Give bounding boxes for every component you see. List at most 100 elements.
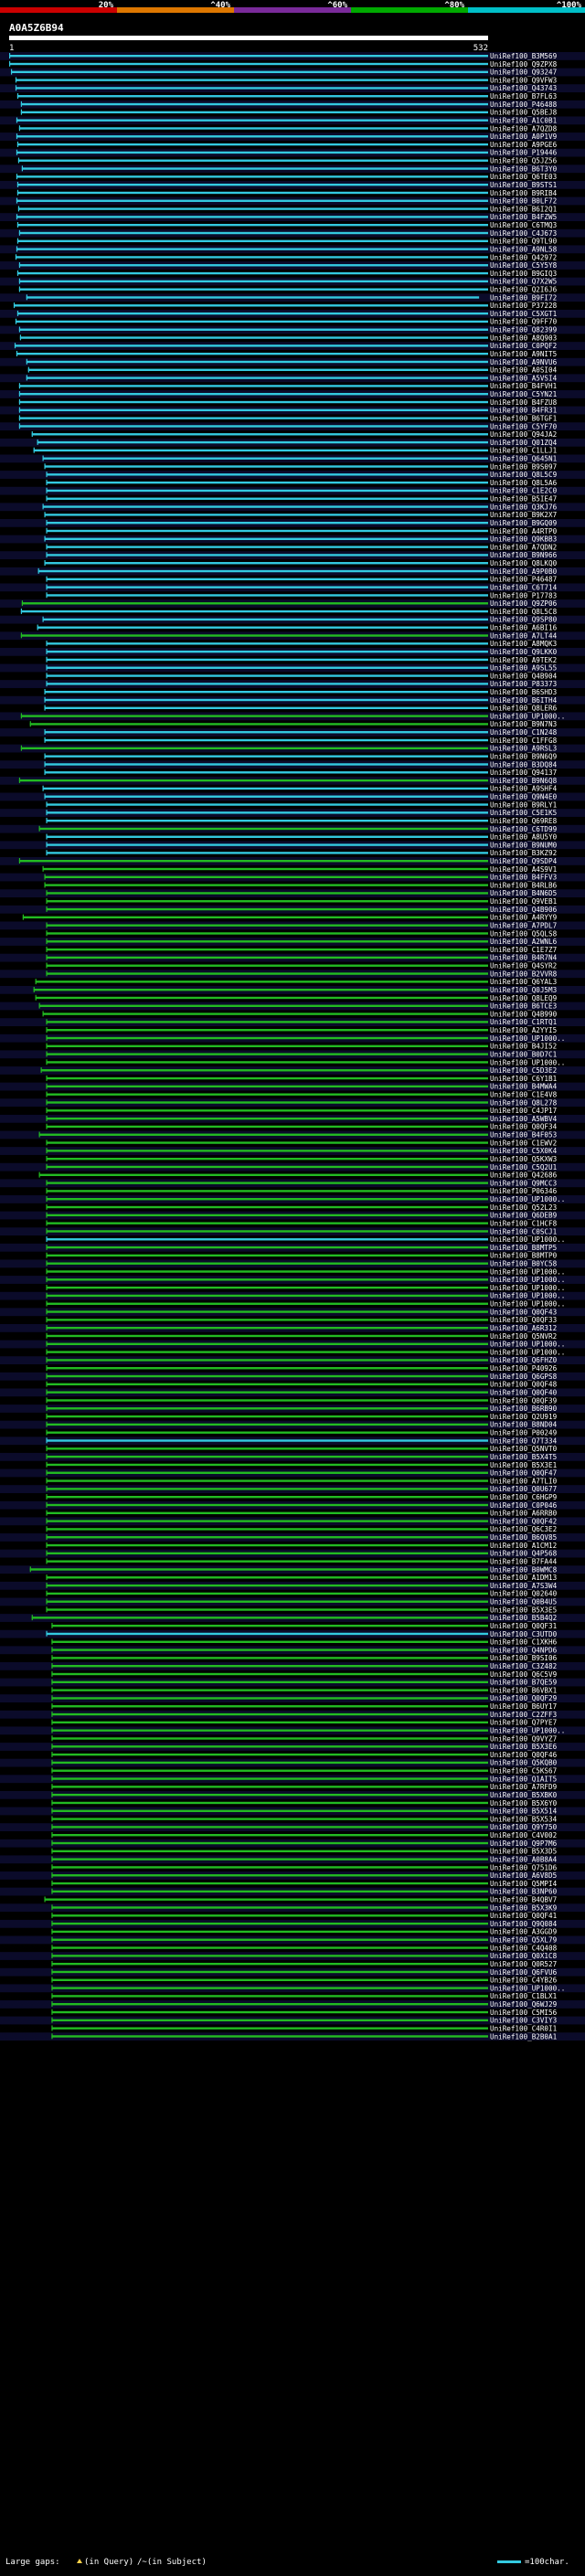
hit-label: UniRef100_C0P046 xyxy=(490,1501,558,1510)
hit-bar xyxy=(35,996,488,1000)
hit-label: UniRef100_B4FFV3 xyxy=(490,874,557,882)
hit-start-tick xyxy=(46,1469,48,1476)
hit-label: UniRef100_Q9SDP4 xyxy=(490,857,558,865)
hit-bar xyxy=(51,1962,489,1966)
hit-label: UniRef100_Q94JA2 xyxy=(490,430,557,439)
hit-bar xyxy=(46,1190,489,1193)
hit-start-tick xyxy=(46,1027,48,1034)
hit-start-tick xyxy=(46,576,48,582)
hit-start-tick xyxy=(46,1501,48,1508)
hit-label: UniRef100_A6V8D5 xyxy=(490,1871,557,1880)
hit-bar xyxy=(42,505,489,508)
hit-bar xyxy=(46,1205,489,1209)
hit-start-tick xyxy=(40,1067,42,1074)
hit-label: UniRef100_A9P0B0 xyxy=(490,567,558,576)
hit-bar xyxy=(18,280,489,283)
hit-label: UniRef100_C1BLX1 xyxy=(490,1992,558,2000)
hit-label: UniRef100_UP1000.. xyxy=(490,1276,565,1284)
hit-bar xyxy=(14,345,489,347)
hit-bar xyxy=(51,1680,489,1684)
hit-bar xyxy=(20,634,489,637)
hit-label: UniRef100_Q2U919 xyxy=(490,1413,558,1421)
hit-bar xyxy=(46,1351,489,1353)
hit-start-tick xyxy=(44,761,46,768)
hit-start-tick xyxy=(46,479,48,485)
hit-label: UniRef100_C1FFG8 xyxy=(490,737,558,745)
hit-bar xyxy=(42,867,489,871)
hit-start-tick xyxy=(51,1872,53,1879)
hit-label: UniRef100_Q9KBB3 xyxy=(490,535,557,544)
hit-start-tick xyxy=(51,2025,53,2031)
hit-bar xyxy=(18,408,489,412)
hit-label: UniRef100_Q6WJ29 xyxy=(490,2000,558,2009)
hit-start-tick xyxy=(44,882,46,888)
hit-label: UniRef100_B9GQ09 xyxy=(490,519,558,527)
hit-label: UniRef100_B4FZW5 xyxy=(490,213,557,221)
hit-start-tick xyxy=(33,986,35,992)
hit-bar xyxy=(51,1689,489,1691)
hit-bar xyxy=(46,907,489,911)
hit-start-tick xyxy=(13,302,16,309)
hit-bar xyxy=(46,594,489,597)
hit-bar xyxy=(46,578,489,581)
hit-label: UniRef100_A2WNL6 xyxy=(490,938,558,946)
hit-label: UniRef100_UP1000.. xyxy=(490,1058,565,1066)
hit-bar xyxy=(16,143,489,146)
hit-start-tick xyxy=(46,1493,48,1500)
hit-start-tick xyxy=(10,69,13,75)
hit-bar xyxy=(46,1399,489,1402)
hit-bar xyxy=(44,698,489,702)
hit-bar xyxy=(46,1262,489,1265)
hit-label: UniRef100_C4Q408 xyxy=(490,1944,558,1952)
hit-start-tick xyxy=(16,133,18,140)
hit-label: UniRef100_Q645N1 xyxy=(490,455,558,463)
hit-start-tick xyxy=(46,1059,48,1065)
hit-label: UniRef100_C5XGT1 xyxy=(490,310,558,318)
hit-label: UniRef100_C6TMQ3 xyxy=(490,221,557,229)
hit-bar xyxy=(46,1125,489,1129)
hit-start-tick xyxy=(46,1034,48,1041)
hit-bar xyxy=(46,892,489,895)
hit-label: UniRef100_B7FL63 xyxy=(490,92,557,101)
hit-start-tick xyxy=(46,1630,48,1637)
hit-label: UniRef100_A6R312 xyxy=(490,1324,557,1332)
hit-label: UniRef100_A8MQK3 xyxy=(490,640,557,648)
hit-bar xyxy=(51,1624,489,1627)
hit-start-tick xyxy=(46,954,48,960)
hit-label: UniRef100_B9N6Q8 xyxy=(490,777,558,785)
hit-bar xyxy=(51,1978,489,1981)
hit-label: UniRef100_UP1000.. xyxy=(490,1300,565,1309)
hit-start-tick xyxy=(44,769,46,776)
hit-start-tick xyxy=(46,1268,48,1275)
hit-label: UniRef100_C5Y5Y8 xyxy=(490,261,558,270)
query-end-label: 532 xyxy=(473,44,488,53)
hit-start-tick xyxy=(46,1180,48,1186)
hit-start-tick xyxy=(51,1776,53,1782)
hit-label: UniRef100_B5X3K9 xyxy=(490,1903,558,1912)
hit-label: UniRef100_Q5BEJ8 xyxy=(490,109,558,117)
hit-label: UniRef100_B4JI52 xyxy=(490,1043,557,1051)
hit-label: UniRef100_Q82399 xyxy=(490,326,558,334)
hit-start-tick xyxy=(46,890,48,896)
hit-label: UniRef100_C4J673 xyxy=(490,229,557,238)
hit-start-tick xyxy=(37,567,39,574)
hit-bar xyxy=(46,666,489,669)
hit-start-tick xyxy=(20,632,23,639)
hit-bar xyxy=(46,1503,489,1507)
hit-label: UniRef100_B5X534 xyxy=(490,1815,558,1823)
hit-start-tick xyxy=(46,1598,48,1605)
hit-label: UniRef100_P06346 xyxy=(490,1187,558,1195)
hit-label: UniRef100_Q9SP80 xyxy=(490,616,558,624)
hit-start-tick xyxy=(46,1188,48,1194)
hit-bar xyxy=(44,1898,489,1901)
hit-bar xyxy=(19,336,489,339)
hit-bar xyxy=(44,763,489,766)
hit-label: UniRef100_B4F053 xyxy=(490,1131,557,1140)
hit-label: UniRef100_Q9N4E0 xyxy=(490,793,558,801)
hit-start-tick xyxy=(46,1582,48,1588)
hit-start-tick xyxy=(16,238,19,244)
gap-subject-label: /~(in Subject) xyxy=(137,2558,207,2567)
hit-label: UniRef100_Q0X1C8 xyxy=(490,1952,558,1960)
hit-bar xyxy=(46,1439,489,1442)
hit-start-tick xyxy=(33,447,35,453)
